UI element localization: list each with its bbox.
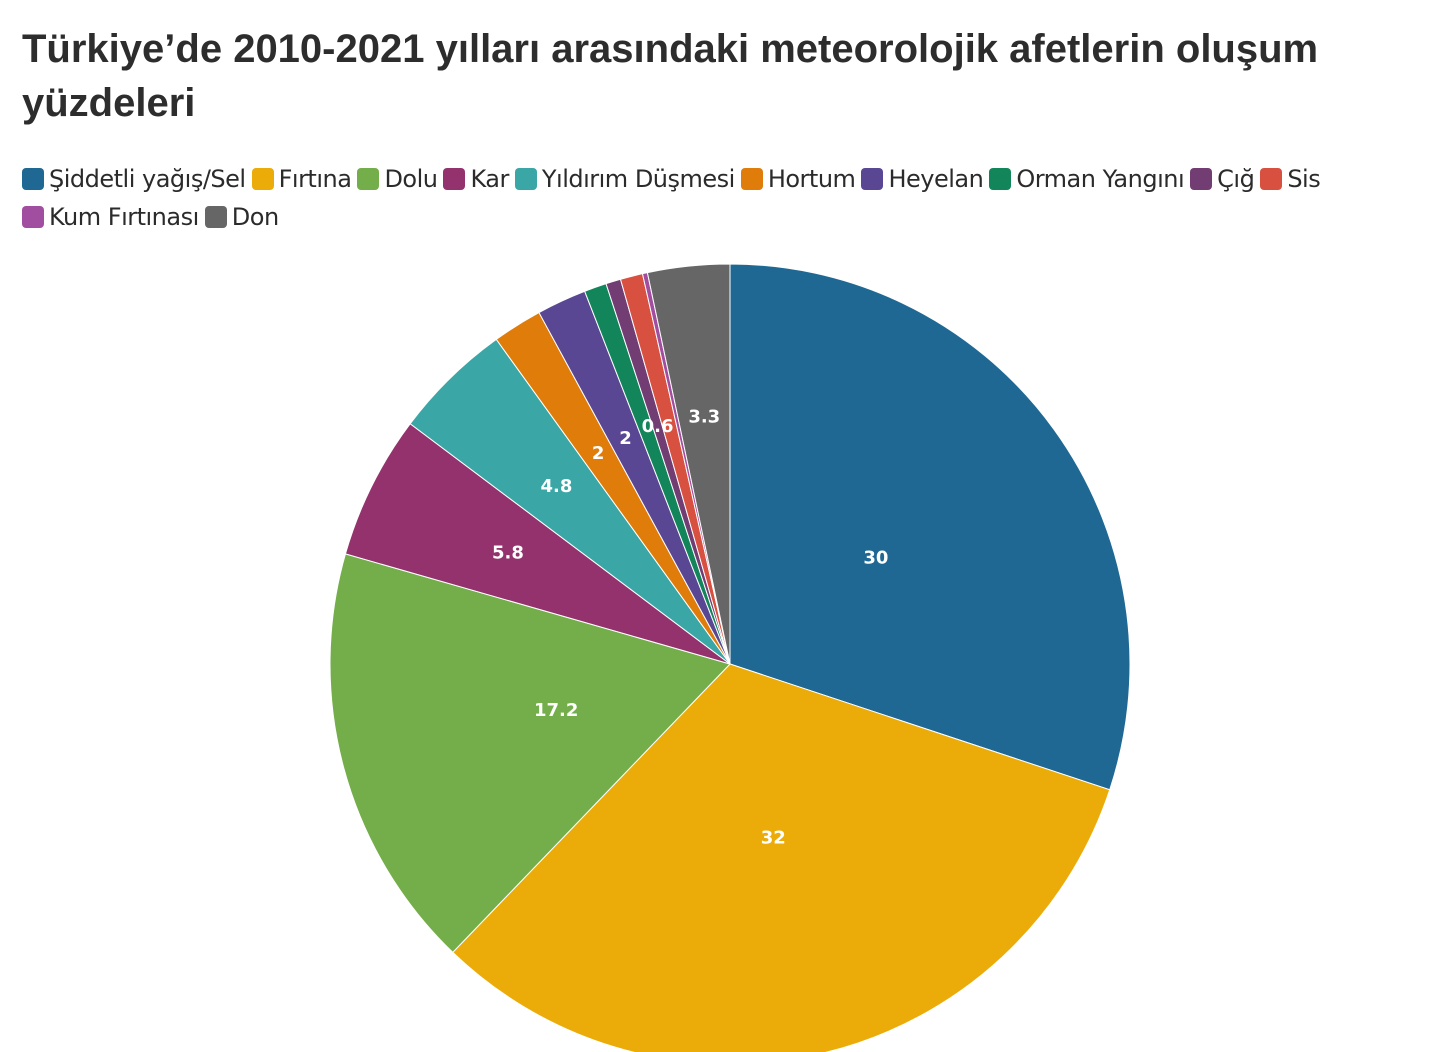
legend-swatch	[1190, 168, 1213, 190]
legend-label: Yıldırım Düşmesi	[541, 165, 735, 193]
legend-item[interactable]: Yıldırım Düşmesi	[514, 164, 735, 194]
legend: Şiddetli yağış/Sel Fırtına Dolu Kar Yıldırım…	[22, 164, 1442, 232]
legend-swatch	[1260, 168, 1283, 190]
legend-label: Şiddetli yağış/Sel	[49, 165, 246, 193]
pie-slice[interactable]	[646, 263, 731, 665]
legend-item[interactable]: Orman Yangını	[989, 164, 1185, 194]
legend-item[interactable]: Kum Fırtınası	[22, 202, 199, 232]
legend-swatch	[357, 168, 380, 190]
legend-label: Fırtına	[278, 165, 352, 193]
legend-swatch	[514, 168, 537, 190]
pie-slice[interactable]	[452, 663, 1111, 1052]
legend-swatch	[251, 168, 274, 190]
legend-swatch	[204, 206, 227, 228]
slice-label: 5.8	[492, 543, 524, 564]
legend-item[interactable]: Fırtına	[251, 164, 352, 194]
legend-item[interactable]: Dolu	[357, 164, 438, 194]
slice-label: 2	[619, 428, 632, 449]
legend-swatch	[22, 168, 44, 190]
legend-label: Çığ	[1217, 165, 1255, 193]
legend-swatch	[443, 168, 466, 190]
slice-label: 17.2	[534, 700, 578, 721]
legend-item[interactable]: Hortum	[740, 164, 856, 194]
legend-swatch	[989, 168, 1012, 190]
slice-label: 32	[761, 828, 786, 849]
slice-label: 2	[592, 443, 605, 464]
legend-label: Sis	[1287, 165, 1321, 193]
legend-label: Heyelan	[888, 165, 984, 193]
legend-swatch	[861, 168, 884, 190]
legend-swatch	[22, 206, 44, 228]
legend-item[interactable]: Kar	[443, 164, 509, 194]
slice-label: 4.8	[540, 476, 572, 497]
pie-slice[interactable]	[344, 423, 731, 665]
pie-slice[interactable]	[729, 263, 1131, 791]
legend-label: Kum Fırtınası	[49, 203, 199, 231]
legend-label: Hortum	[767, 165, 856, 193]
slice-label: 3.3	[688, 406, 720, 427]
slice-label: 30	[863, 548, 888, 569]
legend-item[interactable]: Şiddetli yağış/Sel	[22, 164, 246, 194]
legend-label: Don	[231, 203, 279, 231]
legend-item[interactable]: Don	[204, 202, 279, 232]
legend-label: Dolu	[384, 165, 438, 193]
pie-slice[interactable]	[329, 553, 731, 954]
slice-label: 0.6	[642, 416, 674, 437]
legend-label: Kar	[470, 165, 509, 193]
legend-swatch	[740, 168, 763, 190]
legend-item[interactable]: Heyelan	[861, 164, 984, 194]
legend-label: Orman Yangını	[1016, 165, 1185, 193]
legend-item[interactable]: Sis	[1260, 164, 1321, 194]
chart-title: Türkiye’de 2010-2021 yılları arasındaki …	[22, 27, 1319, 125]
legend-item[interactable]: Çığ	[1190, 164, 1255, 194]
